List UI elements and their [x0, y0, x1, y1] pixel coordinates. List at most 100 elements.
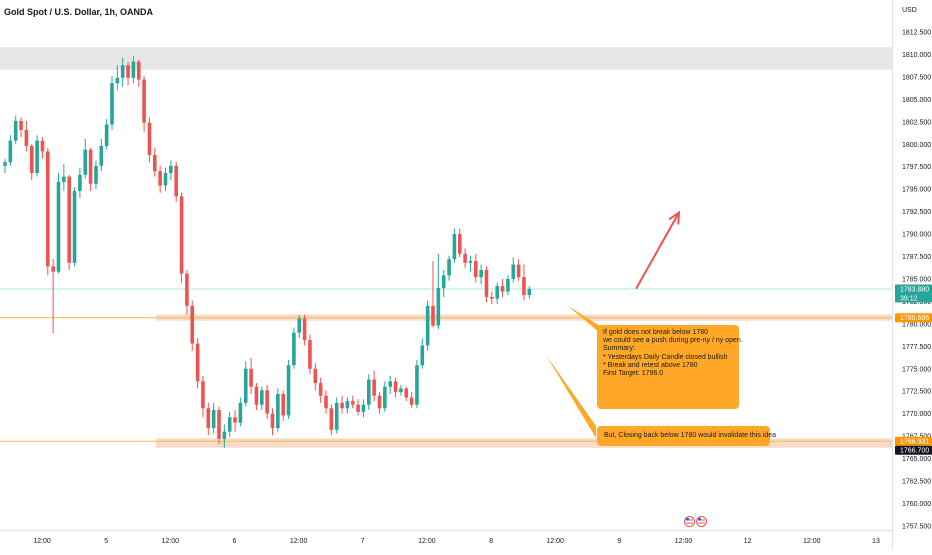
y-tick-label: 1807.500	[902, 74, 931, 81]
axis-price-value: 1780.686	[900, 315, 929, 322]
y-tick-label: 1787.500	[902, 254, 931, 261]
candle	[72, 187, 77, 267]
candle-body	[217, 410, 221, 439]
candle	[56, 172, 61, 274]
candle-body	[334, 402, 339, 430]
candle	[3, 158, 7, 173]
candle-body	[318, 383, 323, 396]
candle-body	[265, 390, 269, 414]
candle	[350, 395, 355, 409]
candle-body	[313, 368, 318, 384]
candle-body	[110, 83, 114, 125]
candle	[62, 164, 66, 191]
y-tick-label: 1797.500	[902, 164, 931, 171]
axis-price-label: 1766.700	[895, 445, 932, 455]
axis-price-label-bg	[895, 313, 932, 323]
zone-band	[156, 438, 892, 448]
candle-body	[126, 65, 130, 78]
y-tick-label: 1765.000	[902, 456, 931, 463]
candle-body	[297, 318, 302, 333]
candle	[260, 386, 264, 411]
candle-body	[361, 404, 366, 412]
candle-body	[35, 140, 39, 173]
candle	[404, 386, 409, 402]
candle	[463, 248, 467, 269]
candle	[308, 334, 312, 375]
candle	[495, 282, 499, 305]
note-line: Summary:	[603, 345, 635, 353]
candle-body	[120, 65, 125, 78]
candle	[425, 300, 430, 351]
candle-body	[447, 259, 451, 276]
candle-body	[474, 260, 478, 278]
candle	[441, 269, 446, 297]
x-tick-label: 12:00	[33, 538, 51, 545]
candle-body	[19, 120, 23, 130]
candle	[329, 404, 334, 436]
candle	[169, 160, 173, 181]
candle-body	[3, 162, 7, 166]
candle-body	[436, 287, 441, 326]
y-tick-label: 1812.500	[902, 30, 931, 37]
candle	[361, 399, 366, 418]
y-tick-label: 1772.500	[902, 389, 931, 396]
candle	[431, 260, 435, 328]
candle	[94, 160, 98, 190]
candle-body	[62, 176, 66, 182]
candle-body	[249, 368, 253, 387]
candle-body	[399, 388, 403, 393]
candle-body	[527, 289, 532, 296]
y-tick-label: 1790.000	[902, 232, 931, 239]
candle-body	[206, 408, 211, 429]
candle	[211, 402, 216, 434]
candle-body	[72, 190, 77, 263]
candle-body	[276, 393, 280, 429]
candle	[29, 144, 34, 181]
y-tick-label: 1800.000	[902, 142, 931, 149]
candle-body	[420, 345, 425, 366]
candle-body	[195, 343, 200, 382]
x-tick-label: 5	[104, 538, 108, 545]
invalidation-note[interactable]: But, Closing back below 1780 would inval…	[597, 426, 776, 446]
candle-body	[340, 402, 344, 409]
candle	[506, 275, 510, 296]
candle-body	[457, 234, 462, 254]
candle-body	[142, 79, 146, 123]
candle	[479, 264, 483, 285]
x-tick-label: 8	[489, 538, 493, 545]
candle	[372, 370, 376, 402]
candle	[131, 56, 136, 84]
candle	[115, 65, 120, 91]
candle-body	[356, 404, 360, 412]
candle-body	[281, 393, 285, 416]
candle	[195, 338, 200, 389]
candle-body	[260, 390, 264, 405]
candle	[276, 388, 280, 432]
target-arrow	[635, 212, 680, 290]
candle	[163, 167, 168, 191]
candle-body	[377, 395, 382, 409]
candle	[185, 269, 189, 315]
candle	[13, 115, 18, 145]
candle	[201, 375, 205, 418]
y-tick-label: 1802.500	[902, 119, 931, 126]
arrow-head	[668, 210, 681, 225]
candle	[383, 381, 387, 412]
candle-body	[233, 417, 237, 423]
axis-price-value: 1783.880	[900, 287, 929, 294]
candle-body	[185, 273, 189, 306]
candle	[35, 135, 39, 177]
candle	[142, 76, 146, 132]
candle	[340, 395, 344, 414]
candle-body	[51, 266, 55, 272]
candle-body	[227, 417, 232, 432]
x-tick-label: 12:00	[675, 538, 693, 545]
candle	[516, 259, 521, 281]
idea-note[interactable]: If gold does not break below 1780 we cou…	[597, 325, 743, 409]
axis-price-label: 1780.686	[895, 313, 932, 323]
x-tick-label: 12:00	[418, 538, 436, 545]
candle	[254, 383, 259, 411]
candle	[324, 390, 328, 414]
